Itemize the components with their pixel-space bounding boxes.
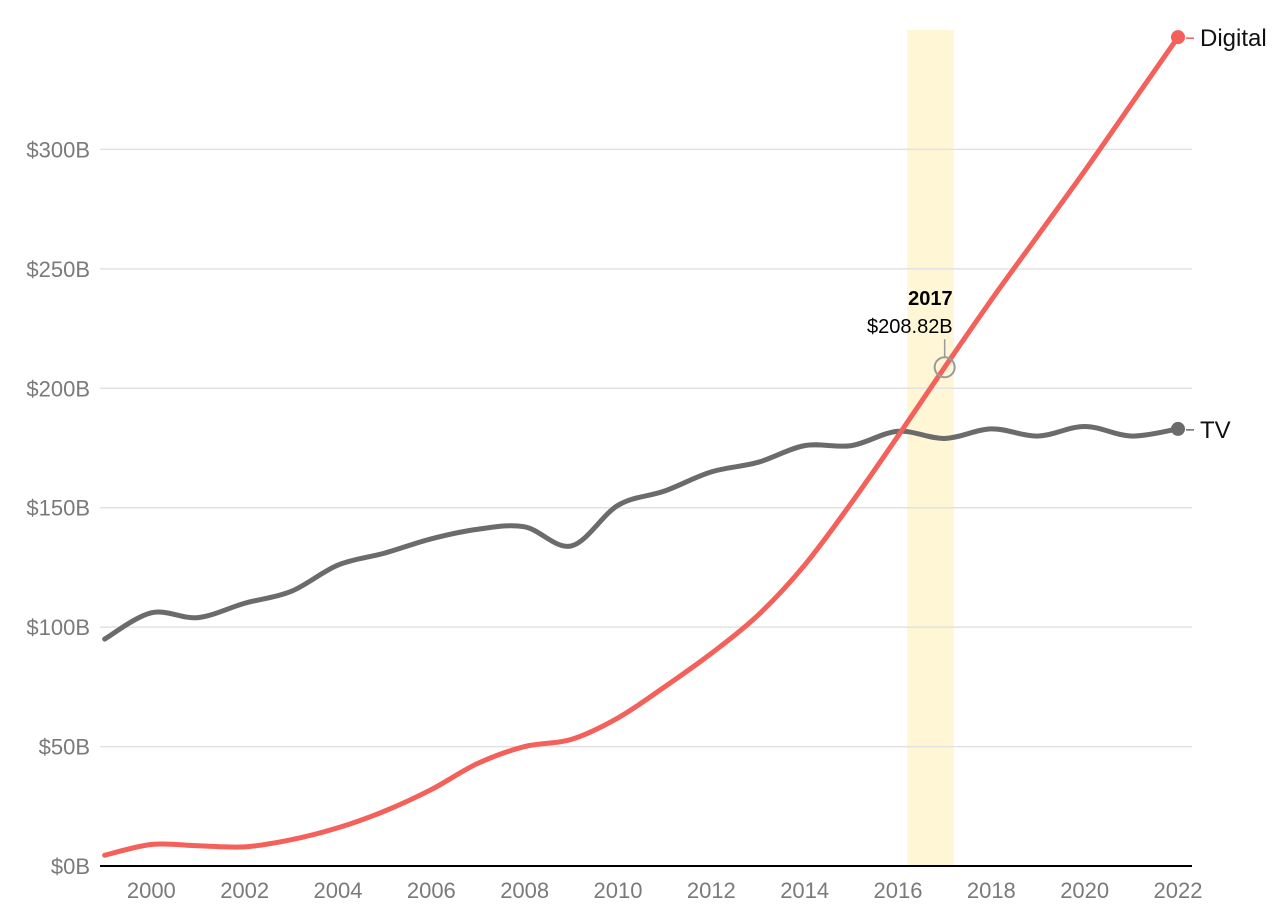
y-tick-label: $250B <box>26 257 90 282</box>
x-tick-label: 2020 <box>1060 878 1109 903</box>
series-label-tv: TV <box>1200 417 1231 444</box>
series-lines <box>102 30 1185 858</box>
y-axis-ticks: $0B $50B $100B $150B $200B $250B $300B <box>26 137 90 879</box>
annotation-marker <box>933 356 956 379</box>
series-label-digital: Digital <box>1200 25 1267 52</box>
annotation: 2017 $208.82B <box>867 288 956 379</box>
x-tick-label: 2012 <box>687 878 736 903</box>
y-tick-label: $50B <box>39 735 90 760</box>
y-tick-label: $300B <box>26 137 90 162</box>
x-axis-ticks: 2000 2002 2004 2006 2008 2010 2012 2014 2016 2018… <box>127 878 1203 903</box>
x-tick-label: 2018 <box>967 878 1016 903</box>
series-endpoint-tv <box>1171 421 1185 436</box>
gridlines <box>100 148 1192 748</box>
x-tick-label: 2014 <box>780 878 829 903</box>
x-tick-label: 2000 <box>127 878 176 903</box>
x-tick-label: 2002 <box>220 878 269 903</box>
highlight-band-layer <box>907 30 954 866</box>
x-tick-label: 2008 <box>500 878 549 903</box>
series-line-digital <box>102 34 1181 858</box>
series-line-tv <box>102 424 1181 642</box>
x-tick-label: 2010 <box>594 878 643 903</box>
annotation-value: $208.82B <box>867 316 953 338</box>
x-tick-label: 2006 <box>407 878 456 903</box>
x-tick-label: 2004 <box>314 878 363 903</box>
series-end-labels: TV Digital <box>1186 25 1267 444</box>
series-endpoint-digital <box>1171 30 1185 45</box>
y-tick-label: $200B <box>26 376 90 401</box>
highlight-band <box>907 30 954 866</box>
y-tick-label: $0B <box>51 854 90 879</box>
x-tick-label: 2022 <box>1154 878 1203 903</box>
y-tick-label: $100B <box>26 615 90 640</box>
annotation-year: 2017 <box>908 288 953 310</box>
x-tick-label: 2016 <box>874 878 923 903</box>
y-tick-label: $150B <box>26 496 90 521</box>
